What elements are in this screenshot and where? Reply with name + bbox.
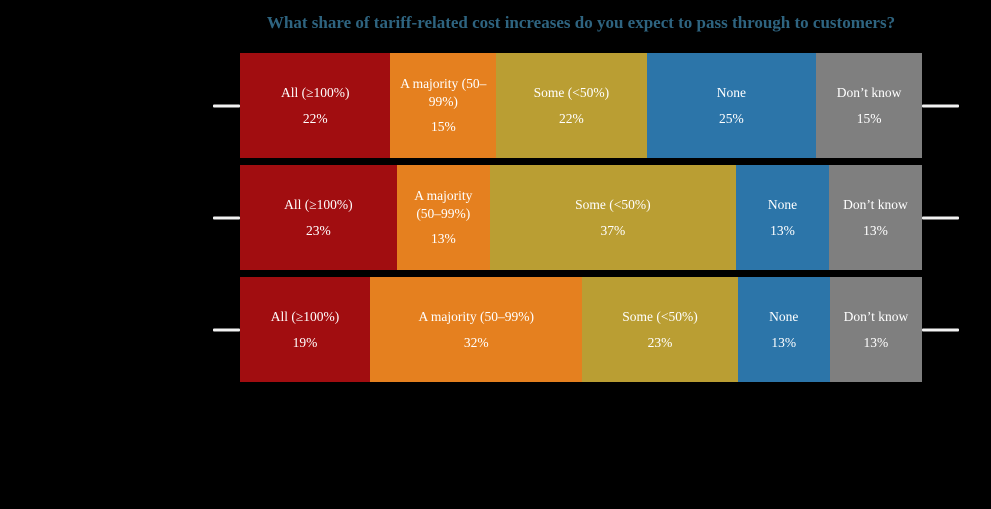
segment-label: All (≥100%) — [284, 196, 353, 212]
bar-segment: None 13% — [737, 277, 830, 382]
segment-label: A majority (50–99%) — [418, 308, 534, 324]
segment-value: 13% — [863, 334, 889, 350]
segment-value: 22% — [302, 110, 328, 126]
axis-tick-right — [922, 328, 959, 331]
bar-segment: Don’t know 15% — [816, 53, 922, 158]
bar-segment: Some (<50%) 23% — [582, 277, 738, 382]
segment-label: None — [716, 84, 747, 100]
segment-value: 25% — [719, 110, 744, 126]
segment-label: A majority (50–99%) — [400, 76, 487, 109]
bar-segment: Don’t know 13% — [829, 277, 922, 382]
bar-segment: Some (<50%) 37% — [489, 165, 737, 270]
bar-segment: All (≥100%) 22% — [240, 53, 391, 158]
bar-row: All (≥100%) 22% A majority (50–99%) 15% … — [213, 53, 959, 158]
plot-area: All (≥100%) 22% A majority (50–99%) 15% … — [213, 53, 959, 389]
bar-segment: None 25% — [646, 53, 817, 158]
segment-label: A majority (50–99%) — [414, 188, 473, 221]
bar-segment: A majority (50–99%) 13% — [396, 165, 490, 270]
bar-segment: Some (<50%) 22% — [496, 53, 647, 158]
segment-label: Some (<50%) — [622, 308, 698, 324]
axis-tick-left — [213, 104, 240, 107]
bar-segment: None 13% — [736, 165, 829, 270]
bar-row: All (≥100%) 19% A majority (50–99%) 32% … — [213, 277, 959, 382]
segment-label: Some (<50%) — [575, 196, 651, 212]
chart-title: What share of tariff-related cost increa… — [266, 13, 896, 32]
axis-tick-right — [922, 216, 959, 219]
segment-value: 19% — [292, 334, 318, 350]
segment-label: Don’t know — [843, 196, 908, 212]
segment-value: 22% — [559, 110, 584, 126]
segment-value: 37% — [600, 222, 626, 238]
segment-value: 13% — [863, 222, 888, 238]
segment-label: Don’t know — [843, 308, 909, 324]
bar-segment: A majority (50–99%) 32% — [370, 277, 583, 382]
segment-label: Some (<50%) — [533, 84, 610, 100]
segment-label: None — [769, 308, 799, 324]
segment-label: All (≥100%) — [280, 84, 350, 100]
bar-segment: A majority (50–99%) 15% — [390, 53, 497, 158]
segment-value: 23% — [306, 222, 331, 238]
bar-segment: All (≥100%) 19% — [240, 277, 371, 382]
axis-tick-left — [213, 216, 240, 219]
segment-label: All (≥100%) — [270, 308, 340, 324]
bar-segment: All (≥100%) 23% — [240, 165, 397, 270]
segment-value: 15% — [856, 110, 882, 126]
segment-value: 23% — [647, 334, 673, 350]
bar-segment: Don’t know 13% — [829, 165, 922, 270]
segment-value: 13% — [430, 231, 456, 247]
segment-value: 13% — [771, 334, 797, 350]
bar-row: All (≥100%) 23% A majority (50–99%) 13% … — [213, 165, 959, 270]
segment-value: 13% — [770, 222, 795, 238]
segment-label: Don’t know — [836, 84, 902, 100]
segment-value: 32% — [463, 334, 489, 350]
segment-value: 15% — [430, 119, 456, 135]
segment-label: None — [767, 196, 798, 212]
axis-tick-right — [922, 104, 959, 107]
axis-tick-left — [213, 328, 240, 331]
